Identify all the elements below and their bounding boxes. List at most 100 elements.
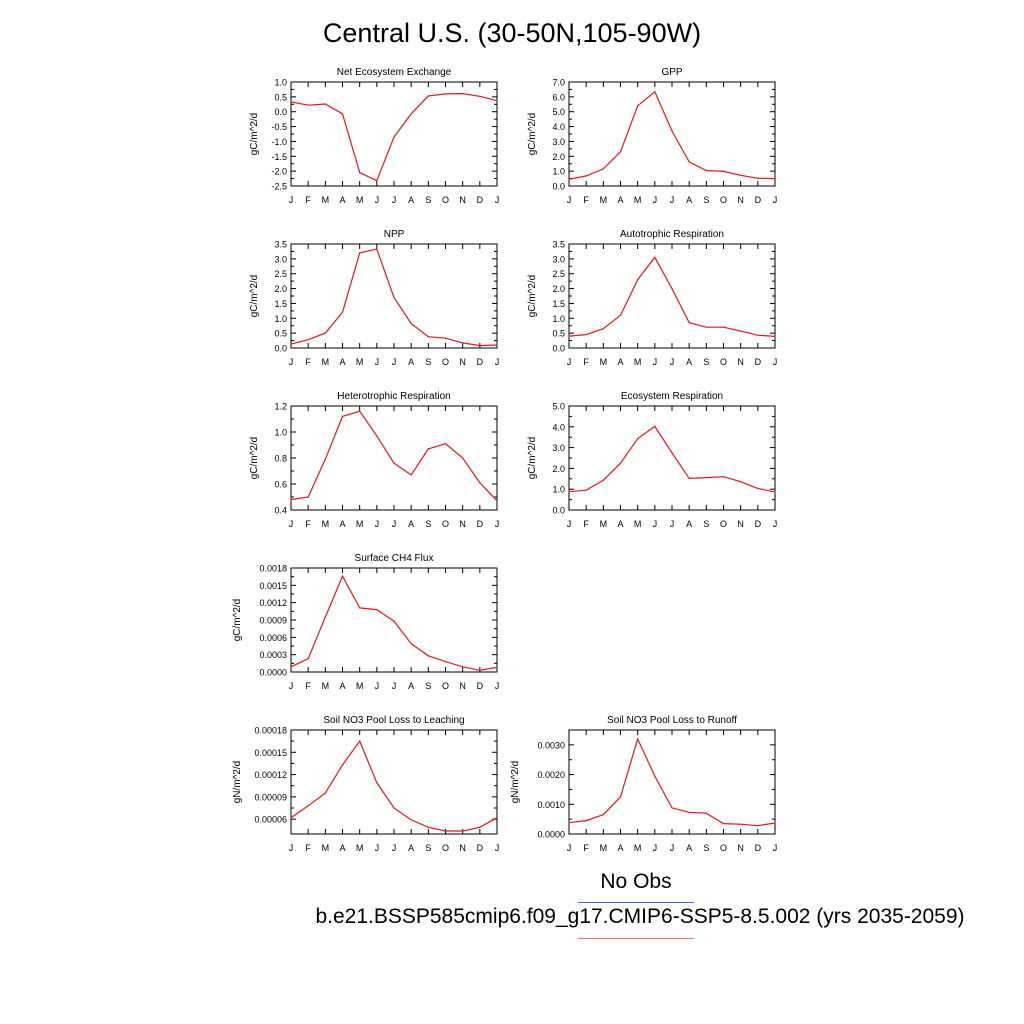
- panel-title: GPP: [661, 67, 682, 78]
- y-tick-label: 0.0010: [537, 800, 565, 810]
- y-tick-label: 2.0: [552, 284, 565, 294]
- y-tick-label: 6.0: [552, 92, 565, 102]
- data-point: [290, 101, 292, 103]
- data-point: [722, 326, 725, 328]
- data-point: [671, 130, 673, 132]
- y-tick-label: -2.0: [271, 167, 287, 177]
- x-tick-label: F: [583, 195, 589, 205]
- x-tick-label: F: [305, 843, 311, 853]
- data-point: [324, 792, 326, 794]
- x-tick-label: A: [686, 843, 692, 853]
- x-tick-label: F: [305, 195, 311, 205]
- data-point: [740, 174, 742, 176]
- y-tick-label: 2.0: [552, 152, 565, 162]
- data-point: [324, 332, 326, 334]
- series-line: [568, 90, 776, 180]
- x-tick-label: A: [686, 195, 692, 205]
- series-line: [290, 574, 498, 671]
- y-tick-label: 0.0: [274, 344, 287, 354]
- x-tick-label: J: [670, 519, 675, 529]
- y-tick-label: 0.0012: [259, 598, 287, 608]
- data-point: [637, 738, 639, 740]
- data-point: [585, 820, 587, 822]
- data-point: [602, 479, 604, 481]
- y-tick-label: -1.5: [271, 152, 287, 162]
- data-point: [671, 807, 673, 809]
- data-point: [359, 740, 361, 742]
- data-point: [462, 666, 464, 668]
- x-tick-label: J: [567, 519, 572, 529]
- data-point: [376, 609, 378, 611]
- data-point: [496, 817, 498, 819]
- x-tick-label: N: [459, 681, 466, 691]
- data-point: [479, 95, 481, 97]
- data-point: [427, 95, 429, 97]
- data-point: [619, 151, 622, 153]
- y-tick-label: 0.0000: [259, 668, 287, 678]
- data-point: [462, 830, 464, 832]
- y-tick-label: 1.5: [552, 299, 565, 309]
- y-tick-label: 4.0: [552, 422, 565, 432]
- y-tick-label: 0.5: [274, 92, 287, 102]
- x-tick-label: M: [322, 843, 330, 853]
- series-line: [290, 410, 498, 502]
- page-title: Central U.S. (30-50N,105-90W): [322, 18, 702, 48]
- data-point: [568, 178, 570, 180]
- x-tick-label: N: [737, 519, 744, 529]
- y-tick-label: -0.5: [271, 122, 287, 132]
- y-tick-label: -2.5: [271, 182, 287, 192]
- x-tick-label: M: [600, 843, 608, 853]
- data-point: [393, 296, 395, 299]
- data-point: [688, 477, 690, 479]
- y-tick-label: 0.0018: [259, 564, 287, 574]
- x-tick-label: J: [375, 195, 380, 205]
- data-point: [671, 287, 673, 290]
- x-tick-label: N: [737, 195, 744, 205]
- panel-title: Heterotrophic Respiration: [337, 391, 450, 402]
- x-tick-label: J: [653, 843, 658, 853]
- x-tick-label: D: [477, 519, 484, 529]
- x-tick-label: D: [477, 357, 484, 367]
- y-axis-label: gC/m^2/d: [527, 275, 538, 318]
- x-tick-label: S: [703, 195, 709, 205]
- data-point: [324, 458, 326, 460]
- x-tick-label: A: [617, 519, 623, 529]
- data-point: [774, 491, 776, 493]
- y-axis-label: gC/m^2/d: [249, 437, 260, 480]
- x-tick-label: J: [495, 195, 500, 205]
- x-tick-label: A: [339, 195, 345, 205]
- x-tick-label: A: [339, 843, 345, 853]
- y-tick-label: -1.0: [271, 137, 287, 147]
- x-tick-label: S: [703, 519, 709, 529]
- data-point: [462, 342, 464, 344]
- x-tick-label: O: [720, 519, 727, 529]
- data-point: [585, 334, 587, 336]
- data-point: [479, 826, 481, 828]
- x-tick-label: J: [653, 357, 658, 367]
- data-point: [705, 476, 707, 479]
- data-point: [740, 330, 742, 332]
- plot-frame: [568, 405, 776, 511]
- y-tick-label: 3.0: [552, 443, 565, 453]
- x-tick-label: M: [356, 195, 364, 205]
- y-tick-label: 1.0: [274, 428, 287, 438]
- x-tick-label: M: [322, 195, 330, 205]
- data-point: [568, 335, 570, 337]
- y-tick-label: 0.0: [552, 344, 565, 354]
- data-point: [290, 817, 292, 819]
- data-point: [444, 93, 447, 95]
- x-tick-label: M: [634, 843, 642, 853]
- x-tick-label: J: [289, 843, 294, 853]
- y-axis-label: gC/m^2/d: [527, 113, 538, 156]
- data-point: [774, 177, 776, 180]
- x-tick-label: J: [375, 843, 380, 853]
- x-tick-label: J: [289, 681, 294, 691]
- data-point: [376, 180, 378, 182]
- data-point: [376, 435, 378, 437]
- x-tick-label: A: [686, 357, 692, 367]
- x-tick-label: M: [634, 195, 642, 205]
